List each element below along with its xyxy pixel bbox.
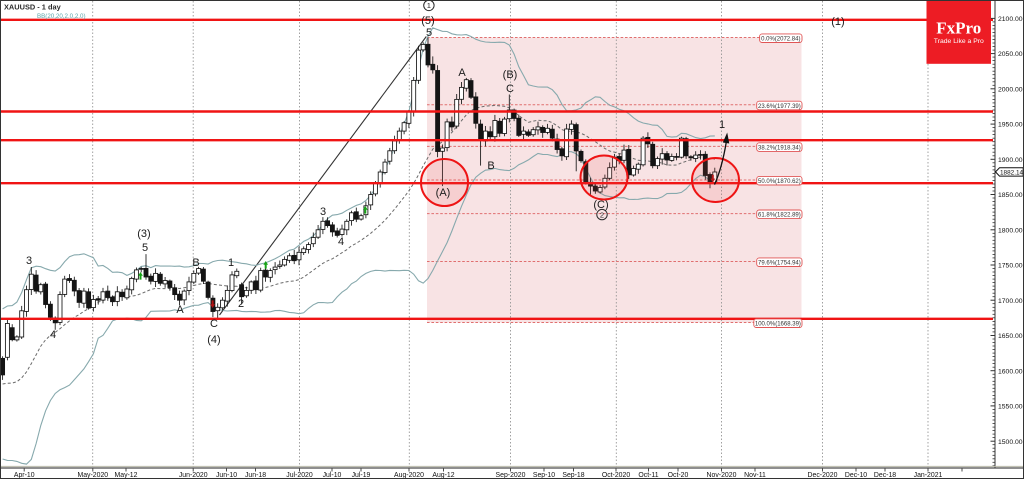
svg-text:1: 1 — [228, 257, 234, 269]
svg-text:Aug-12: Aug-12 — [432, 472, 454, 479]
svg-text:1: 1 — [427, 1, 431, 10]
svg-text:(1): (1) — [831, 16, 844, 28]
svg-text:2000.00: 2000.00 — [998, 86, 1023, 93]
svg-text:4: 4 — [50, 329, 56, 341]
svg-text:Oct-2020: Oct-2020 — [602, 472, 631, 479]
svg-text:Apr-10: Apr-10 — [14, 472, 35, 479]
svg-text:(C): (C) — [593, 199, 608, 211]
svg-text:Oct-11: Oct-11 — [638, 472, 658, 479]
svg-text:1900.00: 1900.00 — [998, 157, 1023, 164]
svg-text:1750.00: 1750.00 — [998, 263, 1023, 270]
svg-text:Dec-10: Dec-10 — [845, 472, 867, 479]
svg-text:1600.00: 1600.00 — [998, 368, 1023, 375]
svg-text:(B): (B) — [503, 69, 518, 81]
svg-text:Sep-18: Sep-18 — [562, 472, 584, 479]
svg-text:0.0%(2072.84): 0.0%(2072.84) — [761, 37, 800, 43]
svg-text:Sep-10: Sep-10 — [533, 472, 555, 479]
svg-text:1550.00: 1550.00 — [998, 404, 1023, 411]
svg-text:23.6%(1977.39): 23.6%(1977.39) — [758, 104, 801, 110]
svg-text:Jun-18: Jun-18 — [245, 472, 266, 479]
svg-text:B: B — [192, 257, 199, 269]
svg-text:Dec-18: Dec-18 — [874, 472, 896, 479]
svg-text:100.0%(1668.39): 100.0%(1668.39) — [755, 322, 801, 328]
svg-text:Jun-2020: Jun-2020 — [179, 472, 208, 479]
svg-text:3: 3 — [320, 206, 326, 218]
svg-text:1: 1 — [719, 119, 725, 131]
svg-text:C: C — [210, 318, 218, 330]
svg-text:79.6%(1754.94): 79.6%(1754.94) — [758, 261, 801, 267]
svg-text:4: 4 — [338, 236, 344, 248]
svg-text:1700.00: 1700.00 — [998, 298, 1023, 305]
svg-text:XAUUSD - 1 day: XAUUSD - 1 day — [4, 3, 62, 12]
svg-text:A: A — [458, 67, 466, 79]
svg-text:Aug-2020: Aug-2020 — [394, 472, 424, 479]
svg-text:1650.00: 1650.00 — [998, 333, 1023, 340]
svg-text:5: 5 — [426, 27, 432, 39]
svg-text:Jul-2020: Jul-2020 — [286, 472, 313, 479]
svg-text:FxPro: FxPro — [936, 19, 981, 38]
svg-text:61.8%(1822.89): 61.8%(1822.89) — [758, 213, 801, 219]
svg-text:Jul-10: Jul-10 — [323, 472, 342, 479]
svg-text:38.2%(1918.34): 38.2%(1918.34) — [758, 146, 801, 152]
svg-text:Oct-20: Oct-20 — [668, 472, 689, 479]
svg-text:(A): (A) — [436, 187, 451, 199]
svg-text:A: A — [176, 304, 184, 316]
svg-text:50.0%(1870.62): 50.0%(1870.62) — [758, 179, 801, 185]
svg-text:May-2020: May-2020 — [77, 472, 108, 479]
svg-text:1882.14: 1882.14 — [1000, 169, 1024, 176]
svg-text:1950.00: 1950.00 — [998, 122, 1023, 129]
svg-text:B: B — [487, 160, 494, 172]
svg-text:2050.00: 2050.00 — [998, 51, 1023, 58]
svg-text:BB(20,20,2.0,2.0): BB(20,20,2.0,2.0) — [37, 13, 86, 20]
svg-text:1500.00: 1500.00 — [998, 439, 1023, 446]
svg-text:1800.00: 1800.00 — [998, 227, 1023, 234]
svg-text:Jan-2021: Jan-2021 — [914, 472, 943, 479]
svg-text:5: 5 — [142, 242, 148, 254]
svg-text:2100.00: 2100.00 — [998, 16, 1023, 23]
svg-text:Jul-19: Jul-19 — [352, 472, 371, 479]
svg-text:3: 3 — [26, 255, 32, 267]
svg-text:Nov-11: Nov-11 — [744, 472, 766, 479]
svg-text:Jun-10: Jun-10 — [216, 472, 237, 479]
svg-text:Trade Like a Pro: Trade Like a Pro — [934, 38, 984, 45]
svg-text:2: 2 — [238, 298, 244, 310]
svg-text:C: C — [506, 83, 514, 95]
svg-text:Nov-2020: Nov-2020 — [707, 472, 737, 479]
svg-text:Sep-2020: Sep-2020 — [496, 472, 526, 479]
svg-text:1850.00: 1850.00 — [998, 192, 1023, 199]
svg-text:(5): (5) — [421, 15, 434, 27]
svg-text:2: 2 — [600, 210, 604, 219]
svg-text:(4): (4) — [207, 334, 220, 346]
svg-text:(3): (3) — [137, 228, 150, 240]
svg-text:Dec-2020: Dec-2020 — [808, 472, 838, 479]
svg-text:May-12: May-12 — [115, 472, 138, 479]
